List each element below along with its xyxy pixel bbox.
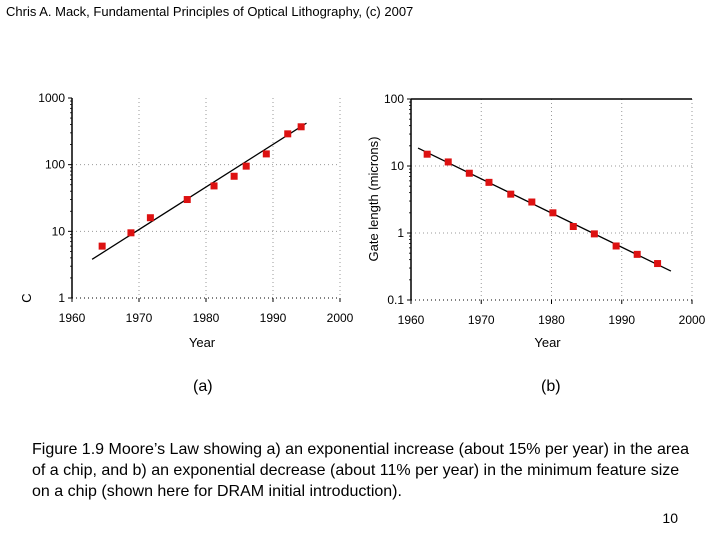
b-data-point	[485, 178, 493, 186]
a-data-point	[127, 229, 135, 237]
a-x-tick-label: 1980	[193, 311, 220, 325]
b-x-tick-label: 1960	[398, 313, 425, 327]
a-data-point	[98, 242, 106, 250]
a-y-tick-label: 10	[52, 224, 66, 238]
panel-label-b: (b)	[541, 378, 561, 395]
a-data-point	[146, 214, 154, 222]
a-x-tick-label: 1970	[126, 311, 153, 325]
b-data-point	[654, 260, 662, 268]
page-number: 10	[662, 510, 678, 526]
slide-header: Chris A. Mack, Fundamental Principles of…	[6, 4, 414, 19]
a-y-tick-label: 1000	[38, 91, 65, 105]
panel-label-a: (a)	[193, 378, 213, 395]
b-x-tick-label: 1990	[608, 313, 635, 327]
a-data-point	[262, 150, 270, 158]
a-data-point	[210, 182, 218, 190]
b-x-tick-label: 2000	[679, 313, 706, 327]
a-data-point	[230, 172, 238, 180]
b-x-axis-title: Year	[534, 335, 561, 350]
b-data-point	[465, 169, 473, 177]
b-trend-line	[417, 147, 672, 272]
a-x-tick-label: 1960	[59, 311, 86, 325]
b-data-point	[444, 158, 452, 166]
b-y-axis-title: Gate length (microns)	[366, 137, 381, 262]
b-data-point	[569, 223, 577, 231]
b-y-tick-label: 0.1	[387, 293, 404, 307]
b-data-point	[549, 209, 557, 217]
b-y-tick-label: 10	[391, 159, 405, 173]
b-data-point	[633, 250, 641, 258]
a-data-point	[284, 130, 292, 138]
b-data-point	[590, 230, 598, 238]
b-data-point	[612, 242, 620, 250]
b-data-point	[528, 198, 536, 206]
a-data-point	[183, 196, 191, 204]
a-x-axis-title: Year	[189, 335, 216, 350]
a-y-tick-label: 1	[58, 291, 65, 305]
a-y-tick-label: 100	[45, 158, 65, 172]
b-y-tick-label: 100	[384, 92, 404, 106]
a-x-tick-label: 2000	[327, 311, 354, 325]
figure-caption: Figure 1.9 Moore’s Law showing a) an exp…	[32, 441, 689, 500]
b-x-tick-label: 1980	[538, 313, 565, 327]
b-x-tick-label: 1970	[468, 313, 495, 327]
a-x-tick-label: 1990	[260, 311, 287, 325]
b-y-tick-label: 1	[397, 226, 404, 240]
a-trend-line	[91, 122, 307, 260]
b-data-point	[423, 150, 431, 158]
a-data-point	[242, 162, 250, 170]
a-data-point	[297, 123, 305, 131]
b-data-point	[507, 190, 515, 198]
a-y-axis-title: C	[19, 293, 34, 302]
